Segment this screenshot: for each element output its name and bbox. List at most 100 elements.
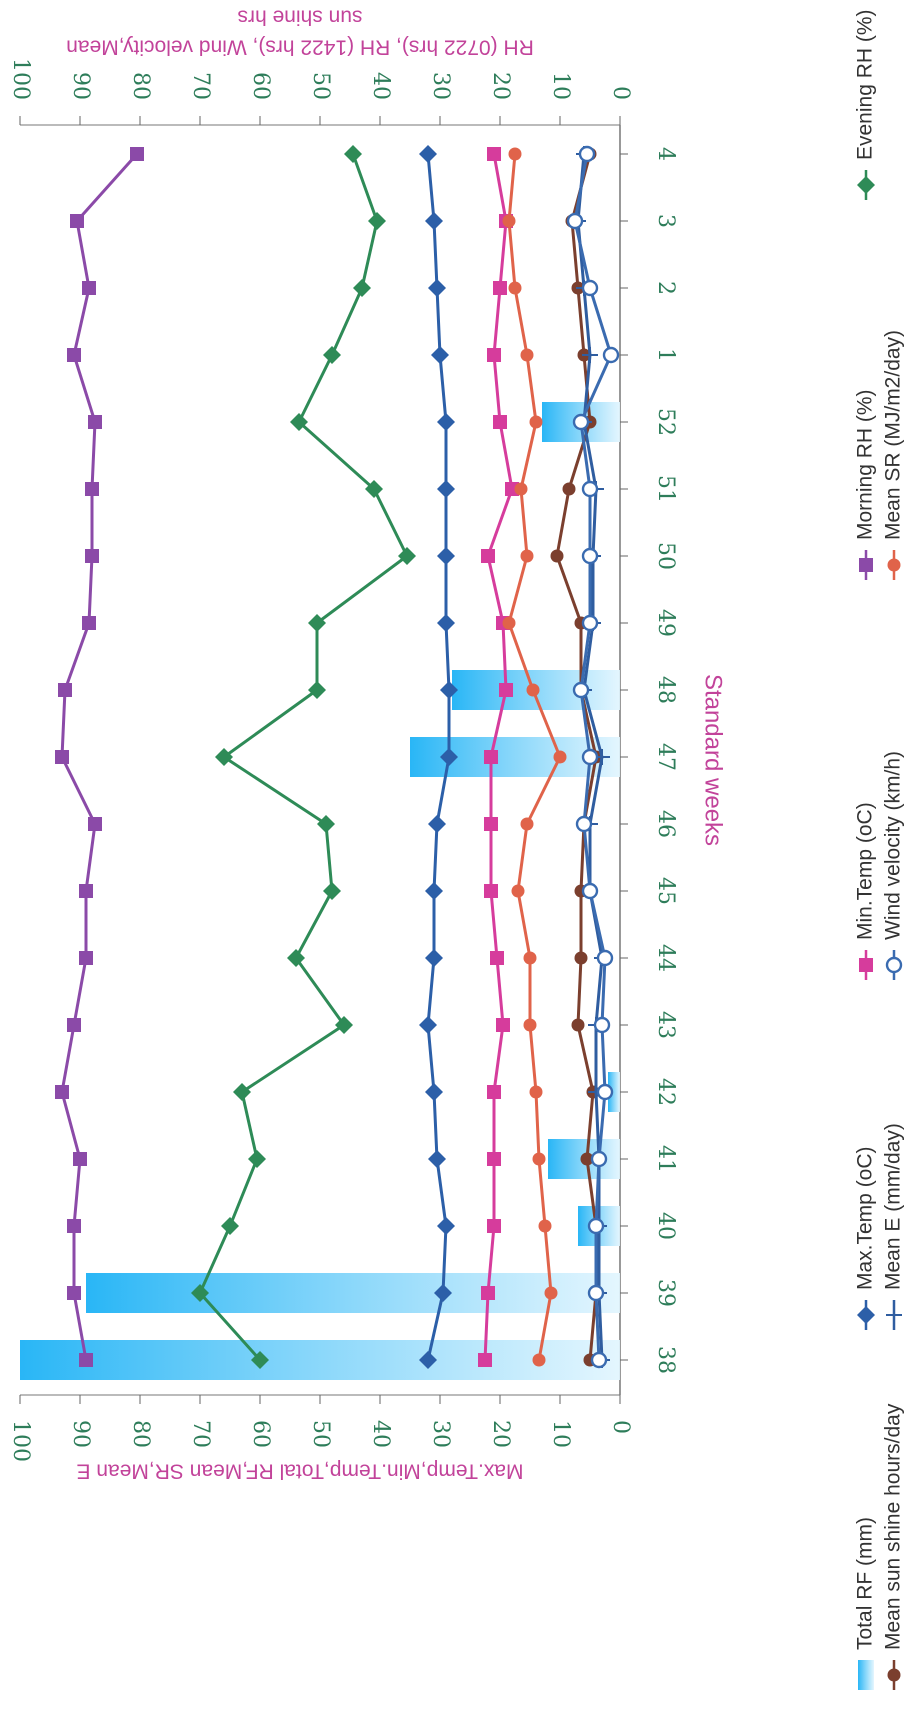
evening-rh-point <box>215 748 233 766</box>
wind-velocity-km-h-point <box>578 145 596 163</box>
wind-velocity-km-h-point <box>581 882 599 900</box>
rf-bar <box>86 1273 620 1313</box>
mean-sr-mj-m2-day-point <box>514 482 528 496</box>
max-temp-oc-point <box>431 346 449 364</box>
x-tick-label: 4 <box>653 147 678 161</box>
morning-rh-point <box>67 348 81 362</box>
left-tick-label: 10 <box>548 1420 573 1448</box>
x-tick-label: 1 <box>653 348 678 362</box>
right-tick-label: 50 <box>308 72 333 100</box>
evening-rh-point <box>353 279 371 297</box>
evening-rh-point <box>221 1217 239 1235</box>
max-temp-oc-point <box>437 547 455 565</box>
min-temp-oc-point <box>478 1353 492 1367</box>
mean-sr-mj-m2-day-point <box>529 1085 543 1099</box>
max-temp-oc-point <box>434 1284 452 1302</box>
max-temp-oc-point <box>425 882 443 900</box>
morning-rh-point <box>58 683 72 697</box>
min-temp-oc-point <box>490 951 504 965</box>
mean-sr-mj-m2-day-point <box>520 348 534 362</box>
legend-label-evening-rh: Evening RH (%) <box>854 9 877 160</box>
wind-velocity-km-h-point <box>581 480 599 498</box>
max-temp-oc-point <box>419 1351 437 1369</box>
legend-marker-max-temp-oc <box>857 1306 875 1324</box>
morning-rh-point <box>82 281 96 295</box>
left-tick-label: 60 <box>248 1420 273 1448</box>
morning-rh-point <box>85 482 99 496</box>
evening-rh-point <box>335 1016 353 1034</box>
wind-velocity-km-h-point <box>593 1016 611 1034</box>
evening-rh-point <box>344 145 362 163</box>
legend-label-wind-velocity-km-h: Wind velocity (km/h) <box>882 751 905 940</box>
legend-marker-morning-rh <box>859 558 873 572</box>
legend-label-total-rf-mm: Total RF (mm) <box>854 1517 877 1650</box>
min-temp-oc-point <box>484 817 498 831</box>
x-tick-label: 47 <box>653 743 678 771</box>
min-temp-oc-point <box>487 147 501 161</box>
mean-sr-mj-m2-day-point <box>553 750 567 764</box>
x-tick-label: 39 <box>653 1279 678 1307</box>
min-temp-oc-point <box>481 549 495 563</box>
evening-rh-point <box>308 614 326 632</box>
evening-rh-point <box>233 1083 251 1101</box>
morning-rh-point <box>88 817 102 831</box>
wind-velocity-km-h-point <box>581 748 599 766</box>
wind-velocity-km-h-point <box>587 1284 605 1302</box>
wind-velocity-km-h-point <box>590 1150 608 1168</box>
wind-velocity-km-h-point <box>572 681 590 699</box>
min-temp-oc-point <box>493 415 507 429</box>
right-tick-label: 90 <box>68 72 93 100</box>
mean-sr-mj-m2-day-point <box>523 1018 537 1032</box>
left-tick-label: 90 <box>68 1420 93 1448</box>
legend-label-mean-sun-shine-hours-day: Mean sun shine hours/day <box>882 1403 905 1650</box>
right-tick-label: 100 <box>8 58 33 100</box>
mean-sr-mj-m2-day-point <box>520 817 534 831</box>
wind-velocity-km-h-point <box>587 1217 605 1235</box>
morning-rh-point <box>79 951 93 965</box>
right-axis-title-1: RH (0722 hrs), RH (1422 hrs), Wind veloc… <box>66 35 534 58</box>
legend: Total RF (mm) Mean sun shine hours/day Max… <box>854 9 905 1690</box>
mean-sr-mj-m2-day-point <box>544 1286 558 1300</box>
min-temp-oc-point <box>505 482 519 496</box>
right-tick-label: 0 <box>608 86 633 100</box>
wind-velocity-km-h-point <box>581 279 599 297</box>
rf-bar <box>20 1340 620 1380</box>
left-axis-title: Max.Temp,Min.Temp,Total RF,Mean SR,Mean … <box>77 1459 524 1482</box>
morning-rh-point <box>55 750 69 764</box>
max-temp-oc-point <box>419 1016 437 1034</box>
wind-velocity-km-h-point <box>590 1351 608 1369</box>
evening-rh-point <box>323 346 341 364</box>
max-temp-oc-point <box>440 681 458 699</box>
legend-label-morning-rh: Morning RH (%) <box>854 389 877 540</box>
legend-label-mean-sr-mj-m2-day: Mean SR (MJ/m2/day) <box>882 330 905 540</box>
mean-sr-mj-m2-day-point <box>502 616 516 630</box>
x-tick-label: 38 <box>653 1346 678 1374</box>
max-temp-oc-point <box>440 748 458 766</box>
mean-sr-mj-m2-day-point <box>532 1353 546 1367</box>
evening-rh-point <box>365 480 383 498</box>
left-tick-label: 30 <box>428 1420 453 1448</box>
min-temp-oc-point <box>484 884 498 898</box>
right-tick-label: 30 <box>428 72 453 100</box>
x-tick-label: 48 <box>653 676 678 704</box>
left-tick-label: 80 <box>128 1420 153 1448</box>
rf-bar <box>608 1072 620 1112</box>
morning-rh-point <box>73 1152 87 1166</box>
legend-label-mean-e-mm-day: Mean E (mm/day) <box>882 1123 905 1290</box>
evening-rh-point <box>398 547 416 565</box>
x-tick-label: 3 <box>653 214 678 228</box>
left-tick-label: 20 <box>488 1420 513 1448</box>
min-temp-oc-point <box>496 1018 510 1032</box>
x-tick-label: 40 <box>653 1212 678 1240</box>
mean-sr-mj-m2-day-point <box>511 884 525 898</box>
morning-rh-point <box>82 616 96 630</box>
wind-velocity-km-h-point <box>602 346 620 364</box>
x-tick-label: 50 <box>653 542 678 570</box>
evening-rh-point <box>317 815 335 833</box>
legend-marker-wind-velocity-km-h <box>885 956 903 974</box>
max-temp-oc-point <box>419 145 437 163</box>
evening-rh-point <box>191 1284 209 1302</box>
legend-marker-mean-sr-mj-m2-day <box>887 558 901 572</box>
morning-rh-point <box>79 884 93 898</box>
max-temp-oc-point <box>437 614 455 632</box>
